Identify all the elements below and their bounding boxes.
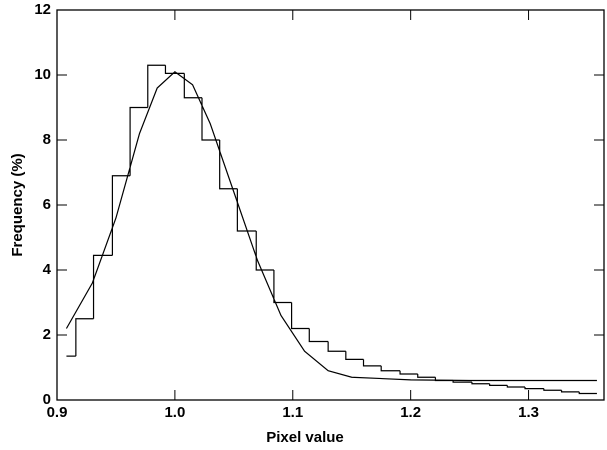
x-axis-label: Pixel value xyxy=(266,429,344,446)
histogram-bin xyxy=(471,382,490,385)
histogram-bin xyxy=(560,390,580,393)
histogram-bin xyxy=(308,328,329,343)
histogram-bin xyxy=(399,370,418,375)
histogram-bin xyxy=(543,388,562,391)
y-tick-label: 2 xyxy=(43,326,51,343)
histogram-bin xyxy=(578,391,597,395)
histogram-bin xyxy=(524,387,544,390)
y-tick-label: 8 xyxy=(43,131,51,148)
histogram-bin xyxy=(380,365,401,372)
histogram-bin xyxy=(183,73,203,99)
histogram-bin xyxy=(417,374,436,378)
histogram-bin xyxy=(255,231,274,271)
y-tick-label: 4 xyxy=(43,261,52,278)
x-tick-label: 0.9 xyxy=(47,404,68,421)
histogram-bin xyxy=(489,383,508,386)
histogram-bin xyxy=(111,175,131,256)
x-tick-label: 1.0 xyxy=(164,404,185,421)
y-axis-label: Frequency (%) xyxy=(9,153,26,256)
y-tick-label: 6 xyxy=(43,196,51,213)
histogram-bin xyxy=(345,351,364,360)
histogram-bin xyxy=(290,302,310,330)
histogram-bin xyxy=(129,106,148,176)
y-tick-label: 10 xyxy=(34,66,51,83)
histogram-bin xyxy=(75,318,94,357)
histogram-bin xyxy=(201,97,220,141)
y-tick-label: 0 xyxy=(43,391,51,408)
histogram-bin xyxy=(147,64,166,108)
histogram-bin xyxy=(452,380,472,383)
histogram-bin xyxy=(219,140,238,190)
plot-frame xyxy=(56,9,605,401)
x-tick-label: 1.1 xyxy=(282,404,303,421)
histogram-bin xyxy=(506,385,526,388)
fit-line xyxy=(65,70,597,382)
x-tick-label: 1.3 xyxy=(518,404,539,421)
histogram-bin xyxy=(362,359,382,367)
y-tick-label: 12 xyxy=(34,1,51,18)
histogram-bin xyxy=(273,270,292,304)
histogram-bin xyxy=(92,254,113,319)
x-tick-label: 1.2 xyxy=(400,404,421,421)
histogram-bin xyxy=(327,341,346,352)
